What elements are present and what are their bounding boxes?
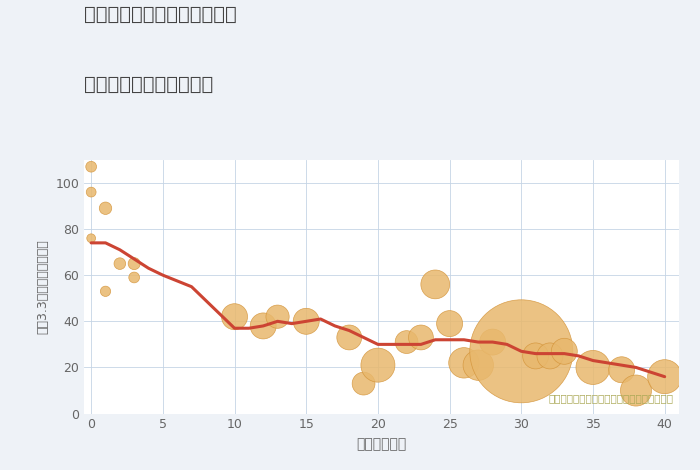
- Point: [444, 320, 455, 328]
- X-axis label: 築年数（年）: 築年数（年）: [356, 437, 407, 451]
- Point: [473, 361, 484, 369]
- Text: 円の大きさは、取引のあった物件面積を示す: 円の大きさは、取引のあった物件面積を示す: [548, 393, 673, 403]
- Point: [516, 347, 527, 355]
- Point: [358, 380, 369, 387]
- Point: [258, 322, 269, 329]
- Point: [631, 387, 642, 394]
- Point: [100, 288, 111, 295]
- Point: [545, 352, 556, 360]
- Point: [587, 364, 598, 371]
- Point: [85, 188, 97, 196]
- Point: [659, 373, 671, 380]
- Point: [100, 204, 111, 212]
- Point: [372, 361, 384, 369]
- Point: [85, 235, 97, 242]
- Point: [616, 366, 627, 374]
- Text: 福岡県北九州市門司区黒川の: 福岡県北九州市門司区黒川の: [84, 5, 237, 24]
- Point: [129, 274, 140, 281]
- Point: [272, 313, 284, 321]
- Point: [129, 260, 140, 267]
- Point: [114, 260, 125, 267]
- Point: [458, 359, 470, 367]
- Point: [300, 318, 312, 325]
- Text: 築年数別中古戸建て価格: 築年数別中古戸建て価格: [84, 75, 214, 94]
- Point: [530, 352, 541, 360]
- Point: [487, 338, 498, 346]
- Y-axis label: 坪（3.3㎡）単価（万円）: 坪（3.3㎡）単価（万円）: [36, 239, 50, 334]
- Point: [85, 163, 97, 171]
- Point: [344, 334, 355, 341]
- Point: [430, 281, 441, 288]
- Point: [415, 334, 426, 341]
- Point: [229, 313, 240, 321]
- Point: [401, 338, 412, 346]
- Point: [559, 347, 570, 355]
